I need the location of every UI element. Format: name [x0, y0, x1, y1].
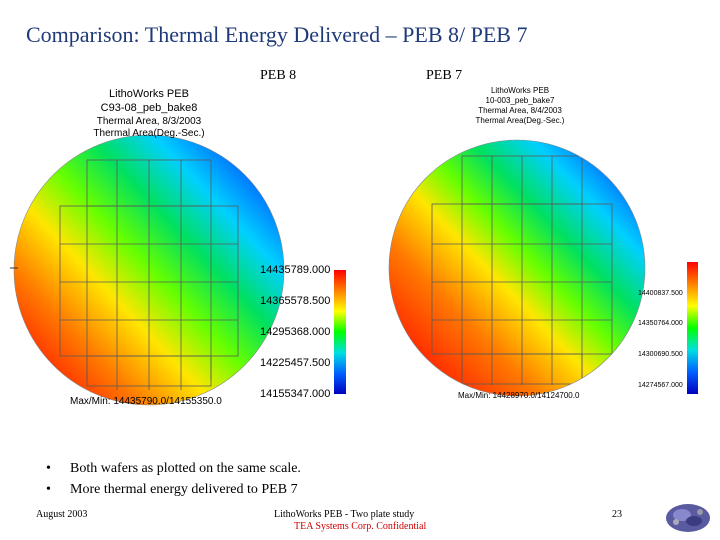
- colorbar-left: [334, 270, 346, 394]
- colorbar-left-tick-2: 14365578.500: [260, 295, 331, 307]
- bullet-dot-icon: •: [46, 482, 51, 497]
- label-peb7: PEB 7: [426, 68, 463, 83]
- colorbar-right-tick-3: 14300690.500: [638, 351, 683, 358]
- slide-title: Comparison: Thermal Energy Delivered – P…: [26, 22, 528, 47]
- colorbar-right-tick-2: 14350764.000: [638, 320, 683, 327]
- colorbar-left-tick-5: 14155347.000: [260, 388, 331, 400]
- bullet-dot-icon: •: [46, 461, 51, 476]
- colorbar-right-tick-4: 14274567.000: [638, 382, 683, 389]
- wafer-right-maxmin: Max/Min: 14428970.0/14124700.0: [458, 391, 580, 400]
- wafer-right-line4: Thermal Area(Deg.-Sec.): [475, 116, 565, 125]
- label-peb8: PEB 8: [260, 68, 297, 83]
- wafer-right-line2: 10-003_peb_bake7: [485, 96, 555, 105]
- colorbar-left-tick-4: 14225457.500: [260, 357, 331, 369]
- footer-confidential: TEA Systems Corp. Confidential: [294, 521, 427, 532]
- wafer-left-line2: C93-08_peb_bake8: [100, 102, 198, 114]
- wafer-left-line4: Thermal Area(Deg.-Sec.): [93, 128, 205, 139]
- wafer-right-grid: [431, 155, 613, 385]
- wafer-right-disc: [389, 140, 645, 396]
- colorbar-right-tick-1: 14400837.500: [638, 290, 683, 297]
- wafer-left-line1: LithoWorks PEB: [109, 88, 189, 100]
- page-number: 23: [612, 509, 622, 520]
- wafer-left-grid: [59, 159, 239, 390]
- bullet-text-2: More thermal energy delivered to PEB 7: [70, 482, 298, 497]
- colorbar-left-tick-3: 14295368.000: [260, 326, 331, 338]
- bullet-text-1: Both wafers as plotted on the same scale…: [70, 461, 301, 476]
- wafer-right-line1: LithoWorks PEB: [490, 86, 550, 95]
- wafer-left-line3: Thermal Area, 8/3/2003: [96, 116, 202, 127]
- colorbar-left-tick-1: 14435789.000: [260, 264, 331, 276]
- bullet-item-2: • More thermal energy delivered to PEB 7: [46, 482, 298, 498]
- bullet-item-1: • Both wafers as plotted on the same scal…: [46, 461, 301, 477]
- company-logo: [666, 504, 710, 532]
- footer-date: August 2003: [36, 509, 88, 520]
- footer-center-title: LithoWorks PEB - Two plate study: [274, 509, 415, 520]
- colorbar-right: [687, 262, 698, 394]
- wafer-left-maxmin: Max/Min: 14435790.0/14155350.0: [70, 396, 222, 407]
- wafer-right-line3: Thermal Area, 8/4/2003: [478, 106, 562, 115]
